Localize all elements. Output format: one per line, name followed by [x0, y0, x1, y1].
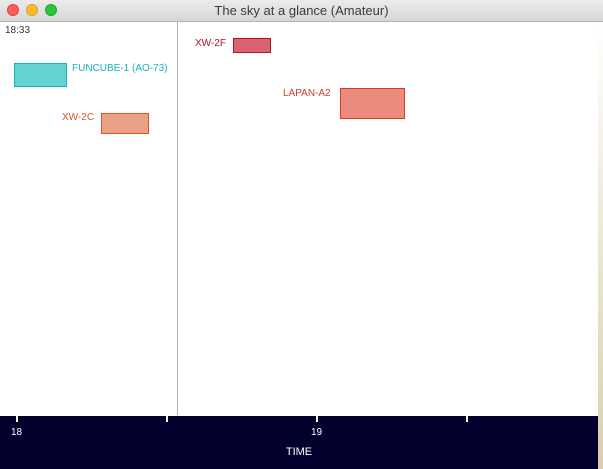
current-time-label: 18:33 — [5, 25, 31, 36]
pass-box-funcube-1[interactable] — [14, 63, 67, 87]
pass-box-xw-2c[interactable] — [101, 113, 149, 134]
pass-label-funcube-1: FUNCUBE-1 (AO-73) — [72, 63, 168, 74]
time-axis: 18 19 TIME — [0, 415, 598, 469]
minimize-window-button[interactable] — [26, 4, 38, 16]
time-tick — [316, 415, 318, 422]
time-axis-title: TIME — [285, 446, 313, 458]
time-axis-line — [0, 415, 598, 416]
title-bar[interactable]: The sky at a glance (Amateur) — [0, 0, 603, 22]
time-tick — [166, 415, 168, 422]
window-title: The sky at a glance (Amateur) — [214, 3, 389, 18]
pass-label-lapan-a2: LAPAN-A2 — [283, 88, 331, 99]
pass-label-xw-2f: XW-2F — [195, 38, 226, 49]
time-tick — [466, 415, 468, 422]
current-time-line — [177, 22, 178, 415]
pass-box-xw-2f[interactable] — [233, 38, 271, 53]
zoom-window-button[interactable] — [45, 4, 57, 16]
time-tick-label-18: 18 — [11, 427, 23, 438]
window-edge — [598, 22, 603, 469]
pass-box-lapan-a2[interactable] — [340, 88, 405, 119]
sky-plot-area: 18:33 FUNCUBE-1 (AO-73) XW-2C XW-2F LAPA… — [0, 22, 598, 415]
pass-label-xw-2c: XW-2C — [62, 112, 95, 123]
time-tick — [16, 415, 18, 422]
time-tick-label-19: 19 — [311, 427, 323, 438]
close-window-button[interactable] — [7, 4, 19, 16]
